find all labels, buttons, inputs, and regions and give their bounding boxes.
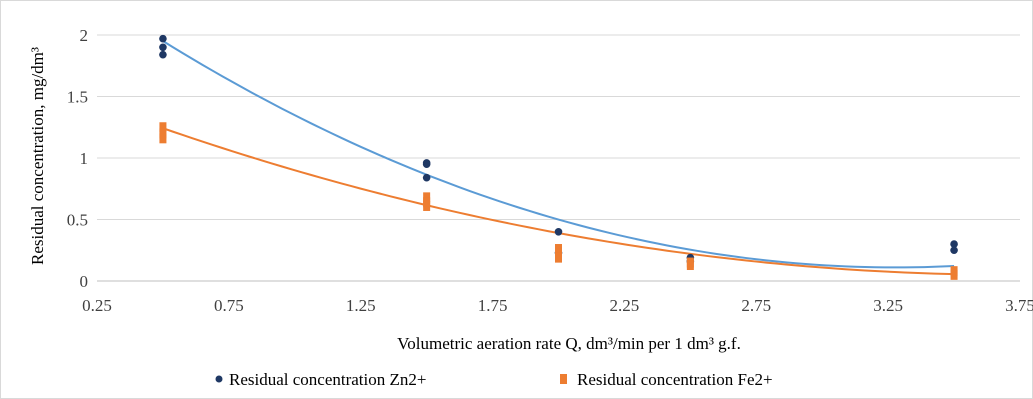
data-point-fe (555, 252, 562, 263)
data-point-zn (422, 173, 431, 182)
x-tick-label: 0.25 (82, 296, 112, 315)
data-points (159, 34, 958, 280)
x-axis-title: Volumetric aeration rate Q, dm³/min per … (397, 334, 741, 353)
data-point-zn (950, 240, 958, 248)
x-tick-label: 3.75 (1005, 296, 1033, 315)
data-point-zn (159, 34, 167, 43)
data-point-zn (159, 43, 167, 52)
trendline-zn (162, 40, 955, 269)
x-tick-label: 2.75 (741, 296, 771, 315)
data-point-zn (554, 228, 563, 236)
data-point-fe (159, 122, 167, 133)
legend-marker-zn (215, 375, 223, 383)
y-tick-label: 0 (80, 272, 89, 291)
data-point-zn (950, 246, 958, 255)
legend-label-fe: Residual concentration Fe2+ (577, 370, 773, 389)
x-tick-label: 1.75 (478, 296, 508, 315)
x-tick-label: 3.25 (873, 296, 903, 315)
data-point-zn (159, 50, 167, 59)
data-point-fe (950, 269, 958, 280)
tick-labels: 0 0.5 1 1.5 2 0.25 0.75 1.25 1.75 2.25 2.75 3.25 3.7… (67, 26, 1033, 315)
y-axis-title: Residual concentration, mg/dm³ (28, 47, 47, 265)
y-tick-label: 1.5 (67, 88, 88, 107)
y-tick-label: 2 (80, 26, 89, 45)
y-tick-label: 0.5 (67, 211, 88, 230)
x-tick-label: 1.25 (346, 296, 376, 315)
legend: Residual concentration Zn2+ Residual con… (215, 370, 773, 389)
x-tick-label: 2.25 (610, 296, 640, 315)
gridlines (97, 34, 1020, 220)
y-tick-label: 1 (80, 149, 89, 168)
data-point-fe (686, 260, 694, 271)
legend-label-zn: Residual concentration Zn2+ (229, 370, 426, 389)
x-tick-label: 0.75 (214, 296, 244, 315)
data-point-zn (422, 160, 431, 168)
data-point-fe (423, 200, 431, 211)
data-point-fe (159, 133, 167, 144)
legend-marker-fe (560, 374, 567, 384)
